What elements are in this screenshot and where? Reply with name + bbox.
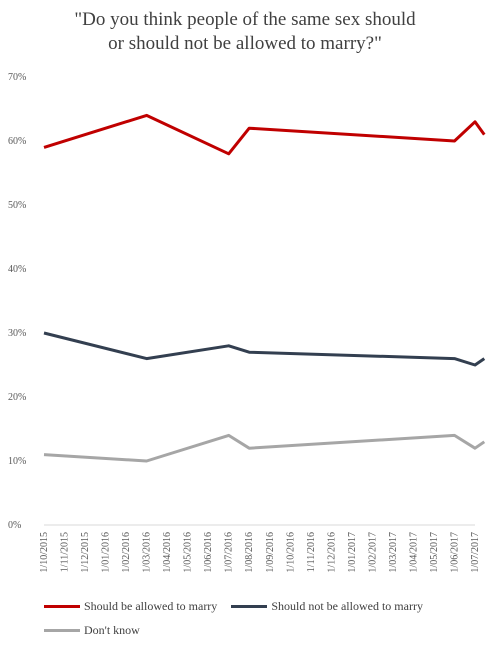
y-tick-label: 20% (8, 392, 26, 403)
x-tick-label: 1/02/2017 (367, 532, 378, 573)
legend-swatch (44, 604, 80, 608)
legend-swatch (44, 628, 80, 632)
legend-label: Don't know (84, 622, 140, 637)
y-tick-label: 30% (8, 328, 26, 339)
series-line-2 (43, 433, 486, 463)
legend: Should be allowed to marry Should not be… (44, 596, 484, 644)
x-tick-label: 1/06/2016 (203, 532, 214, 573)
x-tick-label: 1/05/2016 (183, 532, 194, 573)
x-tick-label: 1/04/2017 (408, 532, 419, 573)
y-axis: 0% 10% 20% 30% 40% 50% 60% 70% (8, 72, 26, 531)
x-tick-label: 1/07/2016 (224, 532, 235, 573)
x-tick-label: 1/09/2016 (265, 532, 276, 573)
x-tick-label: 1/10/2015 (39, 532, 50, 573)
x-tick-label: 1/05/2017 (429, 532, 440, 573)
x-tick-label: 1/01/2017 (347, 532, 358, 573)
x-tick-label: 1/04/2016 (162, 532, 173, 573)
legend-row: Don't know (44, 620, 484, 640)
y-tick-label: 40% (8, 264, 26, 275)
x-tick-label: 1/03/2016 (142, 532, 153, 573)
x-tick-label: 1/12/2015 (80, 532, 91, 573)
x-tick-label: 1/11/2015 (60, 532, 71, 572)
y-tick-label: 10% (8, 456, 26, 467)
y-tick-label: 0% (8, 520, 21, 531)
x-tick-label: 1/03/2017 (388, 532, 399, 573)
y-tick-label: 70% (8, 72, 26, 83)
x-tick-label: 1/08/2016 (244, 532, 255, 573)
x-tick-label: 1/11/2016 (306, 532, 317, 572)
y-tick-label: 50% (8, 200, 26, 211)
series-line-0 (43, 113, 486, 156)
legend-label: Should be allowed to marry (84, 598, 218, 613)
x-tick-label: 1/01/2016 (101, 532, 112, 573)
x-tick-label: 1/12/2016 (326, 532, 337, 573)
legend-row: Should be allowed to marry Should not be… (44, 596, 484, 616)
y-tick-label: 60% (8, 136, 26, 147)
x-axis: 1/10/2015 1/11/2015 1/12/2015 1/01/2016 1/02… (39, 524, 481, 573)
legend-item-should-not-be-allowed: Should not be allowed to marry (231, 599, 423, 614)
x-tick-label: 1/02/2016 (121, 532, 132, 573)
chart-title: "Do you think people of the same sex sho… (74, 9, 416, 54)
x-tick-label: 1/06/2017 (449, 532, 460, 573)
legend-label: Should not be allowed to marry (271, 598, 423, 613)
x-tick-label: 1/07/2017 (470, 532, 481, 573)
legend-item-should-be-allowed: Should be allowed to marry (44, 599, 217, 614)
series-line-1 (43, 331, 486, 367)
x-tick-label: 1/10/2016 (285, 532, 296, 573)
legend-swatch (231, 604, 268, 608)
series-lines (43, 113, 486, 463)
legend-item-dont-know: Don't know (44, 623, 140, 638)
